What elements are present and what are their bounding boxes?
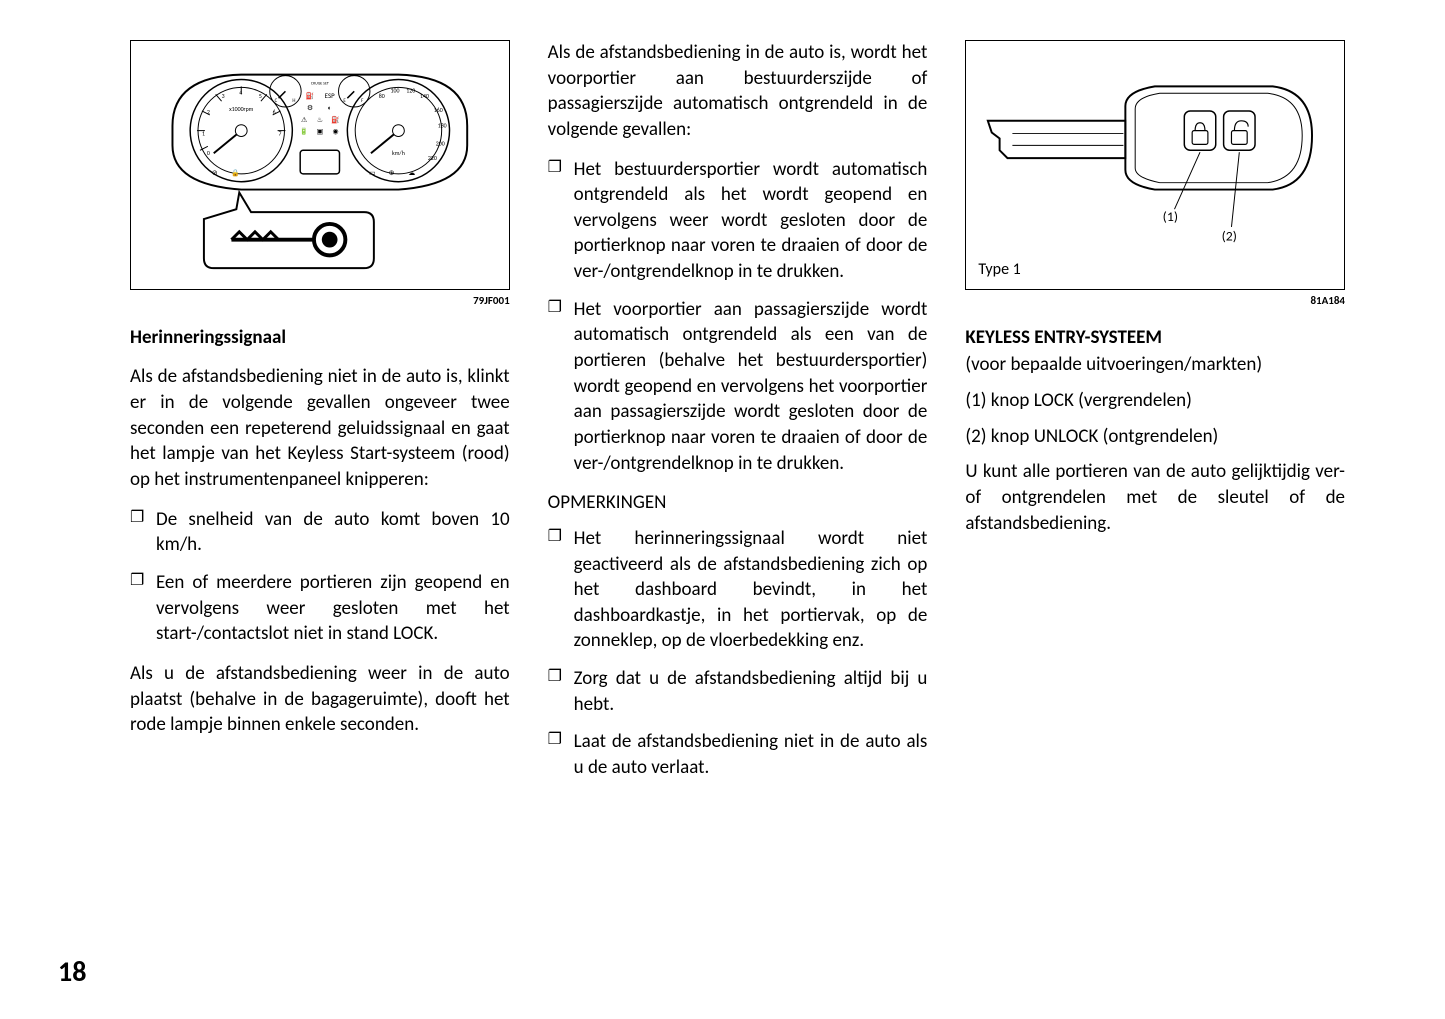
col2-para-1: Als de afstandsbediening in de auto is, … xyxy=(548,40,928,143)
figure-code-2: 81A184 xyxy=(965,294,1345,309)
svg-text:F: F xyxy=(361,98,364,104)
heading-keyless-entry: KEYLESS ENTRY-SYSTEEM xyxy=(965,325,1345,351)
svg-text:5: 5 xyxy=(259,92,262,100)
svg-text:⊘: ⊘ xyxy=(212,168,218,177)
figure-code-1: 79JF001 xyxy=(130,294,510,309)
figure-type-label: Type 1 xyxy=(978,259,1020,281)
list-item: De snelheid van de auto komt boven 10 km… xyxy=(130,507,510,558)
list-item: Het voorportier aan passagierszijde word… xyxy=(548,297,928,476)
column-3: (1) (2) Type 1 81A184 KEYLESS ENTRY-SYST… xyxy=(965,40,1345,795)
svg-text:6: 6 xyxy=(273,108,276,116)
svg-text:H: H xyxy=(292,98,295,104)
col3-line-1: (1) knop LOCK (vergrendelen) xyxy=(965,388,1345,414)
svg-text:140: 140 xyxy=(420,92,429,100)
svg-text:CRUISE SET: CRUISE SET xyxy=(311,81,329,86)
col1-para-2: Als u de afstandsbediening weer in de au… xyxy=(130,661,510,738)
col1-para-1: Als de afstandsbediening niet in de auto… xyxy=(130,364,510,492)
svg-text:0: 0 xyxy=(207,149,210,157)
dashboard-illustration: x1000rpm 0 1 2 3 4 5 6 7 80 100 120 140 160 180… xyxy=(143,53,497,277)
svg-text:2: 2 xyxy=(207,108,210,116)
col1-list-1: De snelheid van de auto komt boven 10 km… xyxy=(130,507,510,647)
svg-text:◉: ◉ xyxy=(333,127,339,136)
svg-text:⛽: ⛽ xyxy=(331,115,340,124)
svg-text:120: 120 xyxy=(406,86,415,94)
svg-text:km/h: km/h xyxy=(392,149,405,157)
svg-text:⛽: ⛽ xyxy=(306,91,315,100)
svg-text:4: 4 xyxy=(239,88,242,96)
page-content: x1000rpm 0 1 2 3 4 5 6 7 80 100 120 140 160 180… xyxy=(130,40,1345,795)
svg-text:C: C xyxy=(275,98,278,104)
svg-text:⊕: ⊕ xyxy=(389,168,395,177)
figure-dashboard: x1000rpm 0 1 2 3 4 5 6 7 80 100 120 140 160 180… xyxy=(130,40,510,290)
col2-list-2: Het herinneringssignaal wordt niet geact… xyxy=(548,526,928,781)
svg-text:♨: ♨ xyxy=(317,115,323,124)
svg-text:220: 220 xyxy=(428,154,437,162)
svg-text:180: 180 xyxy=(438,122,447,130)
figure-key: (1) (2) Type 1 xyxy=(965,40,1345,290)
svg-text:100: 100 xyxy=(391,86,400,94)
list-item: Laat de afstandsbediening niet in de aut… xyxy=(548,729,928,780)
list-item: Zorg dat u de afstandsbediening altijd b… xyxy=(548,666,928,717)
svg-text:200: 200 xyxy=(436,139,445,147)
column-1: x1000rpm 0 1 2 3 4 5 6 7 80 100 120 140 160 180… xyxy=(130,40,510,795)
callout-2: (2) xyxy=(1222,228,1237,245)
svg-text:7: 7 xyxy=(279,130,282,138)
subheading-opmerkingen: OPMERKINGEN xyxy=(548,490,928,516)
svg-text:☁: ☁ xyxy=(408,168,415,177)
svg-text:⚠: ⚠ xyxy=(301,115,307,124)
svg-text:1: 1 xyxy=(202,130,205,138)
svg-text:◐: ◐ xyxy=(328,103,332,112)
heading-herinneringssignaal: Herinneringssignaal xyxy=(130,325,510,351)
svg-text:E: E xyxy=(343,98,346,104)
svg-text:ESP: ESP xyxy=(325,91,335,100)
col3-para-1: U kunt alle portieren van de auto gelijk… xyxy=(965,459,1345,536)
svg-text:x1000rpm: x1000rpm xyxy=(229,105,254,113)
col3-line-2: (2) knop UNLOCK (ontgrendelen) xyxy=(965,424,1345,450)
svg-text:▣: ▣ xyxy=(317,127,323,136)
page-number: 18 xyxy=(58,954,86,989)
svg-text:▭: ▭ xyxy=(369,168,375,177)
list-item: Het herinneringssignaal wordt niet geact… xyxy=(548,526,928,654)
svg-text:🔒: 🔒 xyxy=(231,168,240,177)
col3-subtitle: (voor bepaalde uitvoeringen/markten) xyxy=(965,352,1345,378)
svg-text:160: 160 xyxy=(434,106,443,114)
svg-text:🔋: 🔋 xyxy=(300,127,309,136)
list-item: Een of meerdere portieren zijn geopend e… xyxy=(130,570,510,647)
svg-text:3: 3 xyxy=(222,92,225,100)
callout-1: (1) xyxy=(1163,208,1178,225)
col2-list-1: Het bestuurdersportier wordt automatisch… xyxy=(548,157,928,477)
svg-text:80: 80 xyxy=(379,92,385,100)
column-2: Als de afstandsbediening in de auto is, … xyxy=(548,40,928,795)
list-item: Het bestuurdersportier wordt automatisch… xyxy=(548,157,928,285)
key-illustration: (1) (2) xyxy=(978,53,1332,277)
svg-text:⚙: ⚙ xyxy=(307,103,313,112)
